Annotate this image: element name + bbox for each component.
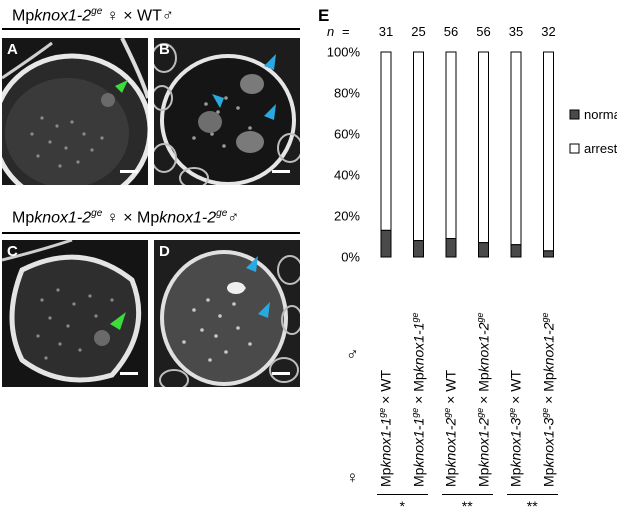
bar-normal <box>510 244 522 258</box>
bar-arrest <box>413 51 424 242</box>
legend-swatch-normal <box>569 109 580 120</box>
times-symbol: × <box>123 7 133 25</box>
cross-bottom-prefix: Mp <box>12 209 35 227</box>
panel-label-e: E <box>318 6 330 25</box>
significance-mark: ** <box>461 498 473 514</box>
y-tick-label: 0% <box>341 250 360 265</box>
green-arrowhead-icon <box>110 312 126 330</box>
male-symbol: ♂ <box>161 7 174 25</box>
bar-normal <box>543 250 554 258</box>
cross-top-prefix: Mp <box>12 7 35 25</box>
title-divider-bottom <box>2 232 300 234</box>
bar-arrest <box>445 51 457 240</box>
female-symbol: ♀ <box>106 209 119 227</box>
n-value: 56 <box>476 24 490 39</box>
bar-normal <box>445 238 457 258</box>
bar-normal <box>478 242 489 258</box>
scale-bar <box>120 372 138 375</box>
legend-label-arrest: arrest <box>584 141 617 156</box>
micrograph-panel-d: D <box>154 240 300 387</box>
title-divider-top <box>2 28 300 30</box>
category-label: Mpknox1-2ge × Mpknox1-2ge <box>474 312 492 487</box>
panel-label-a: A <box>7 41 18 58</box>
cross-bottom-allele: ge <box>91 208 103 219</box>
significance-bracket-line <box>442 494 493 495</box>
legend-swatch-arrest <box>569 143 580 154</box>
y-tick-label: 100% <box>327 45 361 60</box>
category-label: Mpknox1-3ge × Mpknox1-2ge <box>539 312 557 487</box>
n-value: 32 <box>541 24 555 39</box>
blue-arrowhead-icon <box>212 94 224 108</box>
female-row-symbol: ♀ <box>346 468 359 487</box>
category-label: Mpknox1-1ge × WT <box>377 369 394 487</box>
n-value: 25 <box>411 24 425 39</box>
n-value: 35 <box>509 24 523 39</box>
y-tick-label: 40% <box>334 168 360 183</box>
cross-title-bottom: Mpknox1-2ge ♀ × Mpknox1-2ge♂ <box>12 208 239 227</box>
cross-bottom-male-gene: knox1-2 <box>159 209 217 227</box>
category-label: Mpknox1-2ge × WT <box>442 369 459 487</box>
n-equals: = <box>342 24 350 39</box>
scale-bar <box>120 170 138 173</box>
legend-label-normal: normal <box>584 107 617 122</box>
category-label: Mpknox1-3ge × WT <box>507 369 524 487</box>
category-label: Mpknox1-1ge × Mpknox1-1ge <box>409 312 427 487</box>
blue-arrowhead-icon <box>264 54 276 70</box>
cross-bottom-male-prefix: Mp <box>136 209 160 227</box>
n-value: 56 <box>444 24 458 39</box>
micrograph-a-image <box>2 38 148 185</box>
bar-normal <box>413 240 424 258</box>
cross-bottom-male-allele: ge <box>216 208 228 219</box>
micrograph-c-image <box>2 240 148 387</box>
cross-top-allele: ge <box>91 6 103 17</box>
significance-bracket-line <box>507 494 558 495</box>
scale-bar <box>272 170 290 173</box>
n-label: n <box>327 24 334 39</box>
female-symbol: ♀ <box>106 7 119 25</box>
panel-label-c: C <box>7 243 18 260</box>
panel-label-d: D <box>159 243 170 260</box>
n-value: 31 <box>379 24 393 39</box>
micrograph-b-image <box>154 38 300 185</box>
significance-bracket-line <box>377 494 428 495</box>
significance-mark: * <box>399 498 405 514</box>
blue-arrowhead-icon <box>258 302 270 318</box>
panel-label-b: B <box>159 41 170 58</box>
micrograph-panel-b: B <box>154 38 300 185</box>
micrograph-panel-c: C <box>2 240 148 387</box>
cross-bottom-gene: knox1-2 <box>34 209 92 227</box>
cross-top-male: WT <box>136 7 162 25</box>
bar-arrest <box>380 51 392 231</box>
y-tick-label: 60% <box>334 127 360 142</box>
significance-mark: ** <box>526 498 538 514</box>
bar-normal <box>380 229 392 258</box>
cross-title-top: Mpknox1-2ge ♀ × WT♂ <box>12 6 174 25</box>
green-arrowhead-icon <box>115 80 128 93</box>
stacked-bar-chart: 0% 20% 40% 60% 80% 100% n = 31 25 56 56 35 32 normal ar… <box>327 24 617 265</box>
times-symbol: × <box>123 209 133 227</box>
bar-arrest <box>510 51 522 246</box>
y-tick-label: 80% <box>334 86 360 101</box>
male-row-symbol: ♂ <box>346 345 359 364</box>
micrograph-panel-a: A <box>2 38 148 185</box>
bar-arrest <box>543 51 554 252</box>
y-tick-label: 20% <box>334 209 360 224</box>
micrograph-d-image <box>154 240 300 387</box>
scale-bar <box>272 372 290 375</box>
blue-arrowhead-icon <box>264 104 276 120</box>
cross-top-gene: knox1-2 <box>34 7 92 25</box>
male-symbol: ♂ <box>227 209 240 227</box>
bar-arrest <box>478 51 489 244</box>
blue-arrowhead-icon <box>246 256 258 272</box>
